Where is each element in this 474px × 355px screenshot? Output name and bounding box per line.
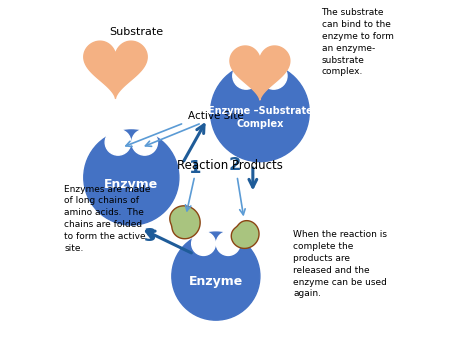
Polygon shape (170, 206, 200, 239)
Text: Enzyme: Enzyme (104, 178, 158, 191)
Text: Enzyme –Substrate
Complex: Enzyme –Substrate Complex (208, 106, 312, 129)
Text: Active Site: Active Site (188, 111, 244, 121)
Polygon shape (84, 41, 147, 98)
Circle shape (84, 130, 179, 225)
Text: When the reaction is
complete the
products are
released and the
enzyme can be us: When the reaction is complete the produc… (293, 230, 387, 298)
Text: 1: 1 (189, 159, 201, 177)
Text: Reaction Products: Reaction Products (177, 159, 283, 172)
Circle shape (132, 130, 157, 155)
Polygon shape (231, 221, 259, 248)
Text: 2: 2 (229, 156, 241, 174)
Polygon shape (230, 46, 290, 100)
Circle shape (260, 62, 287, 89)
Circle shape (233, 62, 259, 89)
Text: Substrate: Substrate (109, 27, 164, 37)
Text: Enzyme: Enzyme (189, 275, 243, 288)
Circle shape (210, 63, 309, 162)
Circle shape (172, 232, 260, 320)
Text: The substrate
can bind to the
enzyme to form
an enzyme-
substrate
complex.: The substrate can bind to the enzyme to … (321, 9, 393, 76)
Circle shape (105, 130, 131, 155)
Text: Enzymes are made
of long chains of
amino acids.  The
chains are folded
to form t: Enzymes are made of long chains of amino… (64, 185, 151, 252)
Circle shape (191, 232, 215, 256)
Text: 3: 3 (144, 227, 157, 245)
Circle shape (216, 232, 240, 256)
